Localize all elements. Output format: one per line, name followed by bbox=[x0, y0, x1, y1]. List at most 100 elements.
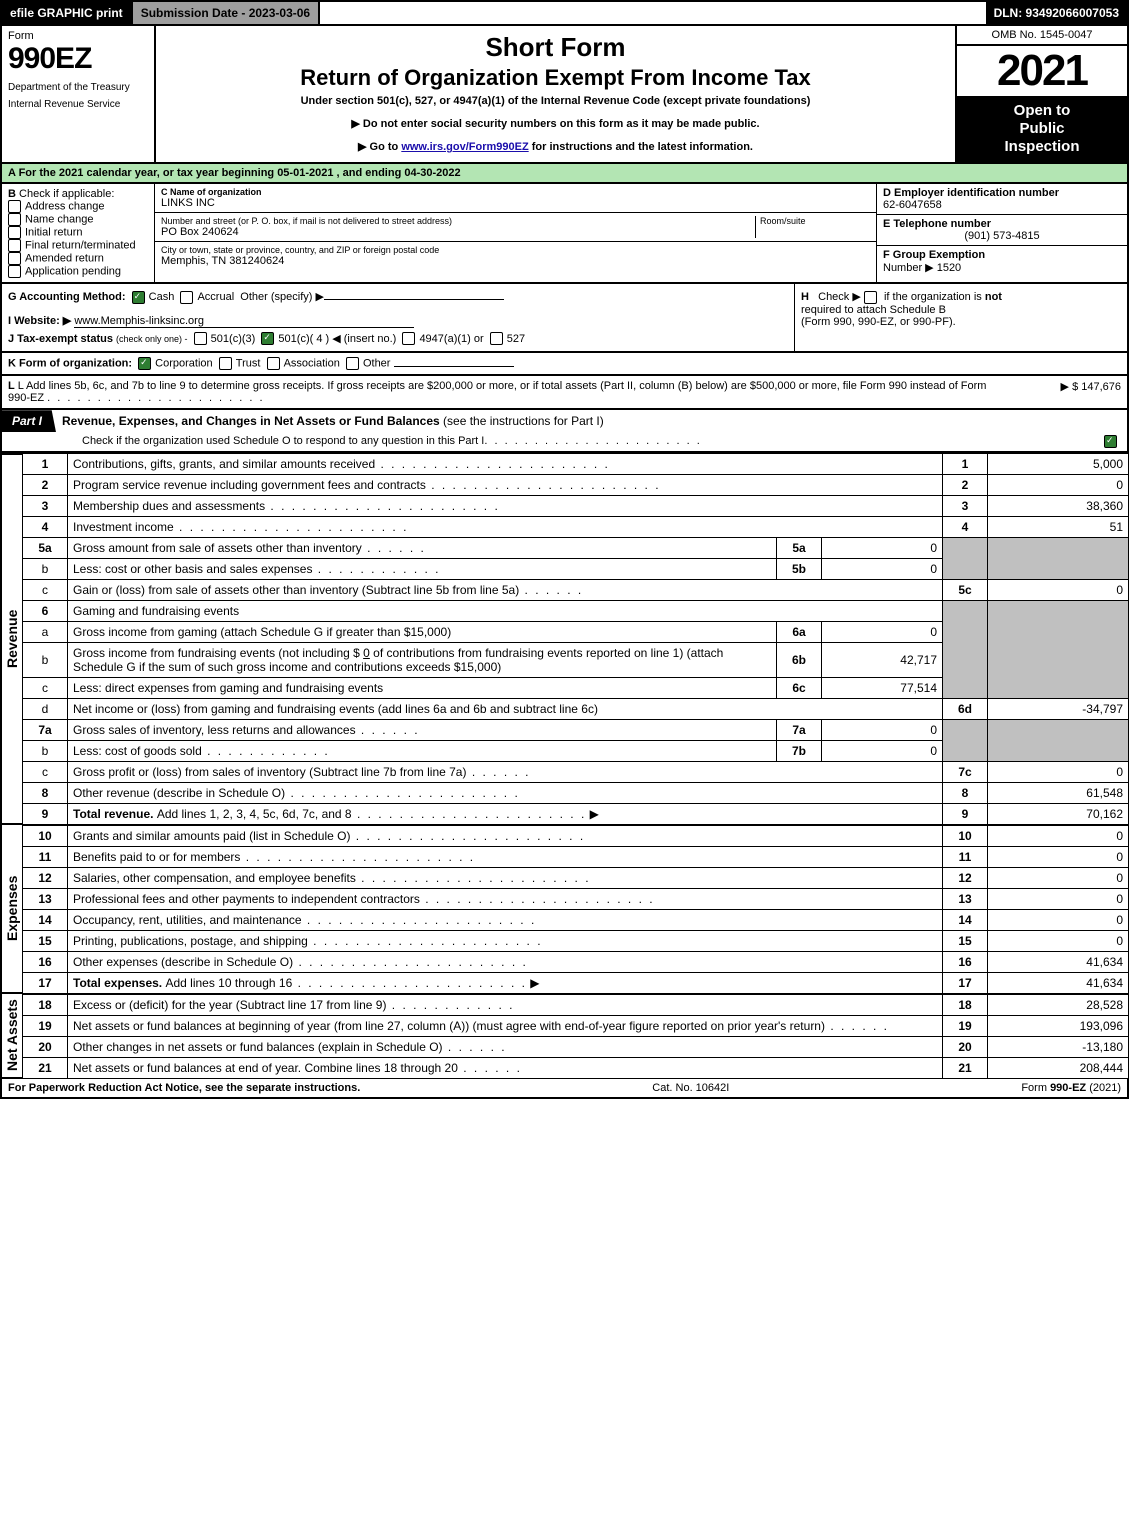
line-18-desc: Excess or (deficit) for the year (Subtra… bbox=[73, 998, 514, 1012]
line-9: 9 Total revenue. Add lines 1, 2, 3, 4, 5… bbox=[23, 804, 1129, 825]
line-14-rn: 14 bbox=[943, 910, 988, 931]
dln-label: DLN: 93492066007053 bbox=[986, 2, 1127, 24]
chk-4947[interactable] bbox=[402, 332, 415, 345]
other-specify-field[interactable] bbox=[324, 299, 504, 300]
chk-accrual[interactable] bbox=[180, 291, 193, 304]
chk-corporation[interactable] bbox=[138, 357, 151, 370]
chk-cash-label: Cash bbox=[149, 291, 175, 303]
row-l: L L Add lines 5b, 6c, and 7b to line 9 t… bbox=[0, 376, 1129, 410]
return-title: Return of Organization Exempt From Incom… bbox=[164, 65, 947, 91]
line-3-num: 3 bbox=[23, 496, 68, 517]
col-g: G Accounting Method: Cash Accrual Other … bbox=[2, 284, 794, 351]
header-center: Short Form Return of Organization Exempt… bbox=[156, 26, 957, 162]
line-7b-desc: Less: cost of goods sold bbox=[73, 744, 330, 758]
chk-amended-return[interactable]: Amended return bbox=[8, 252, 148, 265]
j-small: (check only one) - bbox=[116, 334, 188, 344]
header-right: OMB No. 1545-0047 2021 Open to Public In… bbox=[957, 26, 1127, 162]
line-2-desc: Program service revenue including govern… bbox=[73, 478, 661, 492]
chk-501c3[interactable] bbox=[194, 332, 207, 345]
line-13-rn: 13 bbox=[943, 889, 988, 910]
chk-schedule-o-part1[interactable] bbox=[1104, 435, 1117, 448]
chk-501c[interactable] bbox=[261, 332, 274, 345]
e-label: E Telephone number bbox=[883, 218, 991, 230]
chk-initial-return[interactable]: Initial return bbox=[8, 226, 148, 239]
chk-address-change[interactable]: Address change bbox=[8, 200, 148, 213]
chk-cash[interactable] bbox=[132, 291, 145, 304]
line-12-desc: Salaries, other compensation, and employ… bbox=[73, 871, 591, 885]
form-word: Form bbox=[8, 30, 148, 42]
line-8-desc: Other revenue (describe in Schedule O) bbox=[73, 786, 520, 800]
line-8: 8 Other revenue (describe in Schedule O)… bbox=[23, 783, 1129, 804]
line-7a: 7a Gross sales of inventory, less return… bbox=[23, 720, 1129, 741]
line-11: 11Benefits paid to or for members110 bbox=[23, 847, 1129, 868]
line-5a-desc: Gross amount from sale of assets other t… bbox=[73, 541, 426, 555]
line-6a-num: a bbox=[23, 622, 68, 643]
line-15-num: 15 bbox=[23, 931, 68, 952]
omb-number: OMB No. 1545-0047 bbox=[957, 26, 1127, 46]
line-16: 16Other expenses (describe in Schedule O… bbox=[23, 952, 1129, 973]
c-name-label: C Name of organization bbox=[161, 187, 262, 197]
line-5c: c Gain or (loss) from sale of assets oth… bbox=[23, 580, 1129, 601]
chk-527[interactable] bbox=[490, 332, 503, 345]
line-21: 21Net assets or fund balances at end of … bbox=[23, 1058, 1129, 1079]
chk-schedule-b[interactable] bbox=[864, 291, 877, 304]
line-11-amount: 0 bbox=[988, 847, 1129, 868]
chk-trust[interactable] bbox=[219, 357, 232, 370]
line-20-amount: -13,180 bbox=[988, 1037, 1129, 1058]
line-5b-num: b bbox=[23, 559, 68, 580]
line-7c: c Gross profit or (loss) from sales of i… bbox=[23, 762, 1129, 783]
line-7a-desc: Gross sales of inventory, less returns a… bbox=[73, 723, 420, 737]
chk-other-org[interactable] bbox=[346, 357, 359, 370]
line-2-rn: 2 bbox=[943, 475, 988, 496]
line-19-desc: Net assets or fund balances at beginning… bbox=[73, 1019, 889, 1033]
under-section: Under section 501(c), 527, or 4947(a)(1)… bbox=[164, 95, 947, 107]
b-subtitle: Check if applicable: bbox=[19, 188, 114, 200]
short-form-title: Short Form bbox=[164, 32, 947, 63]
line-1-desc: Contributions, gifts, grants, and simila… bbox=[73, 457, 610, 471]
line-9-num: 9 bbox=[23, 804, 68, 825]
line-18-amount: 28,528 bbox=[988, 995, 1129, 1016]
line-5a-num: 5a bbox=[23, 538, 68, 559]
line-6b-d1: Gross income from fundraising events (no… bbox=[73, 646, 363, 660]
chk-corporation-label: Corporation bbox=[155, 358, 212, 370]
part-i-title-suffix: (see the instructions for Part I) bbox=[440, 414, 604, 428]
chk-association[interactable] bbox=[267, 357, 280, 370]
chk-final-return[interactable]: Final return/terminated bbox=[8, 239, 148, 252]
open-line2: Public bbox=[961, 120, 1123, 138]
efile-label[interactable]: efile GRAPHIC print bbox=[2, 2, 131, 24]
line-3-amount: 38,360 bbox=[988, 496, 1129, 517]
line-11-rn: 11 bbox=[943, 847, 988, 868]
part-i-check-line: Check if the organization used Schedule … bbox=[82, 435, 484, 448]
chk-name-change[interactable]: Name change bbox=[8, 213, 148, 226]
other-org-field[interactable] bbox=[394, 366, 514, 367]
line-11-desc: Benefits paid to or for members bbox=[73, 850, 475, 864]
line-5a-mv: 0 bbox=[822, 538, 943, 559]
line-1-amount: 5,000 bbox=[988, 454, 1129, 475]
line-19-amount: 193,096 bbox=[988, 1016, 1129, 1037]
irs-link[interactable]: www.irs.gov/Form990EZ bbox=[401, 141, 528, 153]
chk-association-label: Association bbox=[284, 358, 340, 370]
line-6b-desc: Gross income from fundraising events (no… bbox=[68, 643, 777, 678]
line-1-num: 1 bbox=[23, 454, 68, 475]
line-19-rn: 19 bbox=[943, 1016, 988, 1037]
chk-initial-return-label: Initial return bbox=[25, 226, 82, 238]
chk-application-pending[interactable]: Application pending bbox=[8, 265, 148, 278]
part-i-label: Part I bbox=[2, 410, 56, 432]
line-7c-amount: 0 bbox=[988, 762, 1129, 783]
line-5c-desc: Gain or (loss) from sale of assets other… bbox=[73, 583, 583, 597]
h-label: H bbox=[801, 291, 809, 303]
line-20: 20Other changes in net assets or fund ba… bbox=[23, 1037, 1129, 1058]
footer-right-suffix: (2021) bbox=[1086, 1082, 1121, 1094]
dept-treasury: Department of the Treasury bbox=[8, 82, 148, 93]
g-label: G Accounting Method: bbox=[8, 291, 126, 303]
row-a-tax-year: A For the 2021 calendar year, or tax yea… bbox=[0, 164, 1129, 184]
line-10-num: 10 bbox=[23, 826, 68, 847]
line-4-num: 4 bbox=[23, 517, 68, 538]
line-17-desc-b: Total expenses. bbox=[73, 976, 165, 990]
line-2-num: 2 bbox=[23, 475, 68, 496]
line-5a-ml: 5a bbox=[777, 538, 822, 559]
line-5b-desc: Less: cost or other basis and sales expe… bbox=[73, 562, 440, 576]
line-7b-ml: 7b bbox=[777, 741, 822, 762]
part-i-wrap: Part I Revenue, Expenses, and Changes in… bbox=[0, 410, 1129, 453]
line-3-desc: Membership dues and assessments bbox=[73, 499, 500, 513]
